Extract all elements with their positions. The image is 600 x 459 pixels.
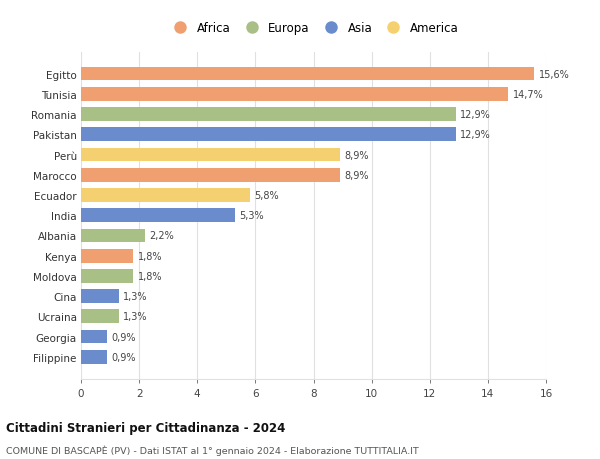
Legend: Africa, Europa, Asia, America: Africa, Europa, Asia, America: [166, 20, 461, 37]
Bar: [81, 229, 145, 243]
Bar: [81, 67, 535, 81]
Text: 5,8%: 5,8%: [254, 190, 278, 201]
Bar: [81, 148, 340, 162]
Text: 12,9%: 12,9%: [460, 130, 491, 140]
Text: 15,6%: 15,6%: [539, 69, 569, 79]
Text: 1,3%: 1,3%: [123, 291, 148, 302]
Bar: [81, 269, 133, 283]
Text: COMUNE DI BASCAPÈ (PV) - Dati ISTAT al 1° gennaio 2024 - Elaborazione TUTTITALIA: COMUNE DI BASCAPÈ (PV) - Dati ISTAT al 1…: [6, 445, 419, 455]
Text: 5,3%: 5,3%: [239, 211, 264, 221]
Bar: [81, 168, 340, 182]
Text: Cittadini Stranieri per Cittadinanza - 2024: Cittadini Stranieri per Cittadinanza - 2…: [6, 421, 286, 434]
Text: 1,8%: 1,8%: [137, 271, 162, 281]
Text: 8,9%: 8,9%: [344, 170, 368, 180]
Bar: [81, 290, 119, 303]
Bar: [81, 189, 250, 202]
Bar: [81, 310, 119, 324]
Bar: [81, 88, 508, 101]
Bar: [81, 249, 133, 263]
Text: 2,2%: 2,2%: [149, 231, 174, 241]
Text: 14,7%: 14,7%: [512, 90, 544, 100]
Bar: [81, 330, 107, 344]
Text: 12,9%: 12,9%: [460, 110, 491, 120]
Text: 0,9%: 0,9%: [112, 352, 136, 362]
Bar: [81, 209, 235, 223]
Text: 1,8%: 1,8%: [137, 251, 162, 261]
Bar: [81, 128, 456, 142]
Text: 0,9%: 0,9%: [112, 332, 136, 342]
Bar: [81, 350, 107, 364]
Bar: [81, 108, 456, 122]
Text: 1,3%: 1,3%: [123, 312, 148, 322]
Text: 8,9%: 8,9%: [344, 150, 368, 160]
